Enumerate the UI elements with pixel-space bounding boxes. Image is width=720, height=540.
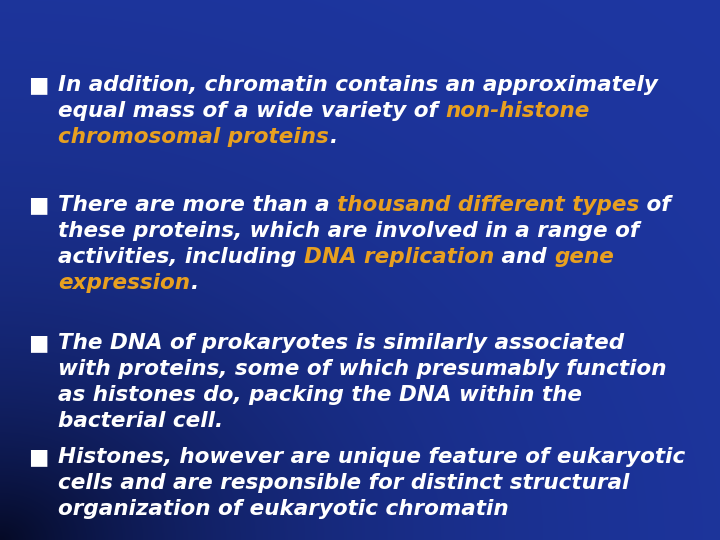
Text: ■: ■ [28, 195, 48, 215]
Text: these proteins, which are involved in a range of: these proteins, which are involved in a … [58, 221, 639, 241]
Text: ■: ■ [28, 75, 48, 95]
Text: with proteins, some of which presumably function: with proteins, some of which presumably … [58, 359, 667, 379]
Text: ■: ■ [28, 333, 48, 353]
Text: .: . [190, 273, 198, 293]
Text: thousand different types: thousand different types [337, 195, 639, 215]
Text: In addition, chromatin contains an approximately: In addition, chromatin contains an appro… [58, 75, 658, 95]
Text: organization of eukaryotic chromatin: organization of eukaryotic chromatin [58, 499, 508, 519]
Text: .: . [329, 127, 337, 147]
Text: non-histone: non-histone [446, 101, 590, 121]
Text: of: of [639, 195, 671, 215]
Text: chromosomal proteins: chromosomal proteins [58, 127, 329, 147]
Text: gene: gene [554, 247, 614, 267]
Text: expression: expression [58, 273, 190, 293]
Text: bacterial cell.: bacterial cell. [58, 411, 223, 431]
Text: There are more than a: There are more than a [58, 195, 337, 215]
Text: Histones, however are unique feature of eukaryotic: Histones, however are unique feature of … [58, 447, 685, 467]
Text: and: and [494, 247, 554, 267]
Text: DNA replication: DNA replication [304, 247, 494, 267]
Text: cells and are responsible for distinct structural: cells and are responsible for distinct s… [58, 473, 629, 493]
Text: equal mass of a wide variety of: equal mass of a wide variety of [58, 101, 446, 121]
Text: as histones do, packing the DNA within the: as histones do, packing the DNA within t… [58, 385, 582, 405]
Text: ■: ■ [28, 447, 48, 467]
Text: activities, including: activities, including [58, 247, 304, 267]
Text: The DNA of prokaryotes is similarly associated: The DNA of prokaryotes is similarly asso… [58, 333, 624, 353]
